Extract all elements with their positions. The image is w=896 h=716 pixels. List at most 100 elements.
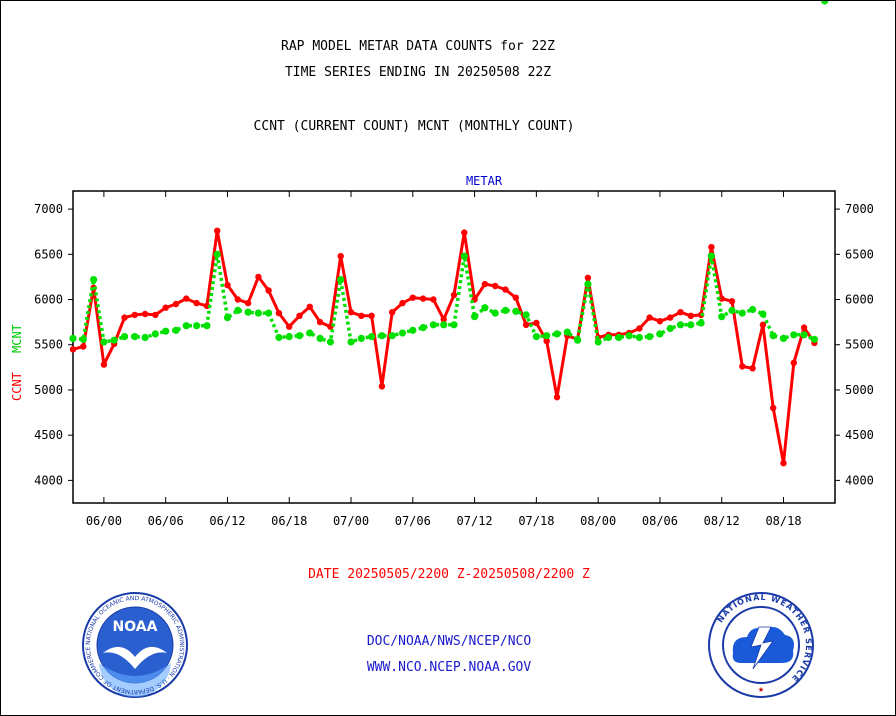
website-link[interactable]: WWW.NCO.NCEP.NOAA.GOV	[366, 660, 532, 675]
data-point-ccnt	[800, 324, 808, 331]
data-point-ccnt	[584, 274, 592, 281]
data-point-mcnt	[162, 327, 170, 335]
noaa-logo[interactable]: NOAA NATIONAL OCEANIC AND ATMOSPHERIC AD…	[81, 591, 189, 699]
data-point-mcnt	[141, 333, 149, 342]
data-point-mcnt	[676, 321, 685, 329]
data-point-mcnt	[625, 332, 633, 340]
data-point-mcnt	[563, 328, 571, 336]
data-point-mcnt	[635, 333, 644, 342]
data-point-ccnt	[306, 303, 313, 310]
data-point-ccnt	[687, 312, 694, 319]
data-point-mcnt	[69, 334, 77, 342]
data-point-ccnt	[409, 294, 416, 301]
data-point-mcnt	[821, 1, 829, 5]
series-layer	[69, 1, 829, 467]
data-point-ccnt	[255, 273, 262, 281]
x-tick-label: 07/00	[333, 514, 369, 528]
data-point-mcnt	[666, 324, 674, 333]
data-point-mcnt	[440, 321, 448, 329]
data-point-mcnt	[481, 304, 489, 312]
label-layer: 4000 4000 4500 4500 5000 5000 5500 5500 6000 6000…	[10, 174, 874, 528]
org-path-link[interactable]: DOC/NOAA/NWS/NCEP/NCO	[366, 634, 532, 649]
data-point-ccnt	[708, 243, 715, 251]
data-point-ccnt	[358, 312, 365, 319]
data-point-mcnt	[357, 334, 365, 342]
data-point-ccnt	[533, 319, 540, 327]
data-point-ccnt	[461, 229, 468, 236]
data-point-ccnt	[286, 323, 293, 330]
data-point-mcnt	[718, 313, 726, 321]
y-tick-label-right: 6000	[845, 293, 874, 307]
x-tick-label: 06/00	[86, 514, 122, 528]
data-point-ccnt	[512, 294, 519, 301]
data-point-mcnt	[131, 333, 139, 341]
data-point-ccnt	[389, 309, 396, 316]
data-point-ccnt	[646, 314, 653, 321]
data-point-mcnt	[532, 333, 541, 341]
data-point-mcnt	[254, 309, 262, 317]
data-point-mcnt	[471, 313, 479, 321]
data-point-mcnt	[594, 338, 602, 346]
data-point-ccnt	[100, 361, 108, 368]
data-point-mcnt	[491, 309, 499, 317]
data-point-ccnt	[790, 359, 797, 366]
data-point-ccnt	[430, 296, 437, 303]
data-point-mcnt	[265, 309, 273, 317]
nws-logo[interactable]: NATIONAL WEATHER SERVICE ★	[707, 591, 815, 699]
y-tick-label-left: 5000	[34, 383, 63, 397]
data-point-mcnt	[182, 322, 190, 330]
data-point-ccnt	[553, 394, 561, 401]
y-tick-label-left: 6000	[34, 293, 63, 307]
data-point-mcnt	[574, 336, 582, 344]
data-point-ccnt	[780, 460, 787, 467]
data-point-ccnt	[131, 311, 138, 319]
data-point-ccnt	[656, 318, 664, 325]
data-point-mcnt	[553, 330, 561, 338]
data-point-mcnt	[388, 332, 396, 340]
data-point-ccnt	[69, 346, 77, 353]
data-point-ccnt	[368, 312, 375, 319]
data-point-mcnt	[347, 338, 355, 346]
data-point-ccnt	[244, 299, 252, 307]
data-point-mcnt	[100, 338, 108, 346]
data-point-ccnt	[296, 312, 303, 319]
data-point-mcnt	[368, 333, 376, 341]
data-point-ccnt	[728, 298, 736, 305]
data-point-ccnt	[152, 311, 159, 319]
data-point-mcnt	[223, 314, 232, 322]
data-point-mcnt	[79, 335, 87, 343]
data-point-mcnt	[728, 306, 736, 314]
data-point-ccnt	[265, 287, 272, 294]
data-point-mcnt	[687, 321, 695, 329]
data-point-mcnt	[234, 306, 242, 314]
data-point-mcnt	[337, 276, 345, 284]
data-point-ccnt	[749, 365, 756, 372]
x-tick-label: 08/00	[580, 514, 616, 528]
data-point-mcnt	[244, 308, 252, 316]
data-point-ccnt	[450, 291, 458, 299]
data-point-mcnt	[707, 252, 716, 260]
data-point-mcnt	[738, 309, 746, 317]
data-point-mcnt	[769, 332, 777, 340]
data-point-ccnt	[770, 404, 777, 412]
chart-title-line-2: TIME SERIES ENDING IN 20250508 22Z	[284, 65, 552, 80]
data-point-ccnt	[502, 286, 509, 293]
data-point-ccnt	[399, 299, 406, 307]
y-tick-label-right: 5000	[845, 383, 874, 397]
chart-title-line-1: RAP MODEL METAR DATA COUNTS for 22Z	[281, 39, 555, 54]
data-point-mcnt	[285, 333, 293, 341]
data-point-mcnt	[90, 276, 98, 284]
data-point-ccnt	[481, 280, 489, 288]
data-point-mcnt	[295, 332, 304, 340]
data-point-mcnt	[275, 333, 283, 342]
data-point-ccnt	[543, 337, 550, 345]
noaa-logo-text: NOAA	[113, 619, 158, 635]
x-tick-label: 07/18	[518, 514, 554, 528]
data-point-mcnt	[615, 333, 623, 342]
y-tick-label-right: 7000	[845, 202, 874, 216]
data-point-mcnt	[759, 310, 767, 318]
x-tick-label: 07/12	[457, 514, 493, 528]
data-point-mcnt	[646, 333, 654, 341]
x-tick-label: 06/18	[271, 514, 307, 528]
